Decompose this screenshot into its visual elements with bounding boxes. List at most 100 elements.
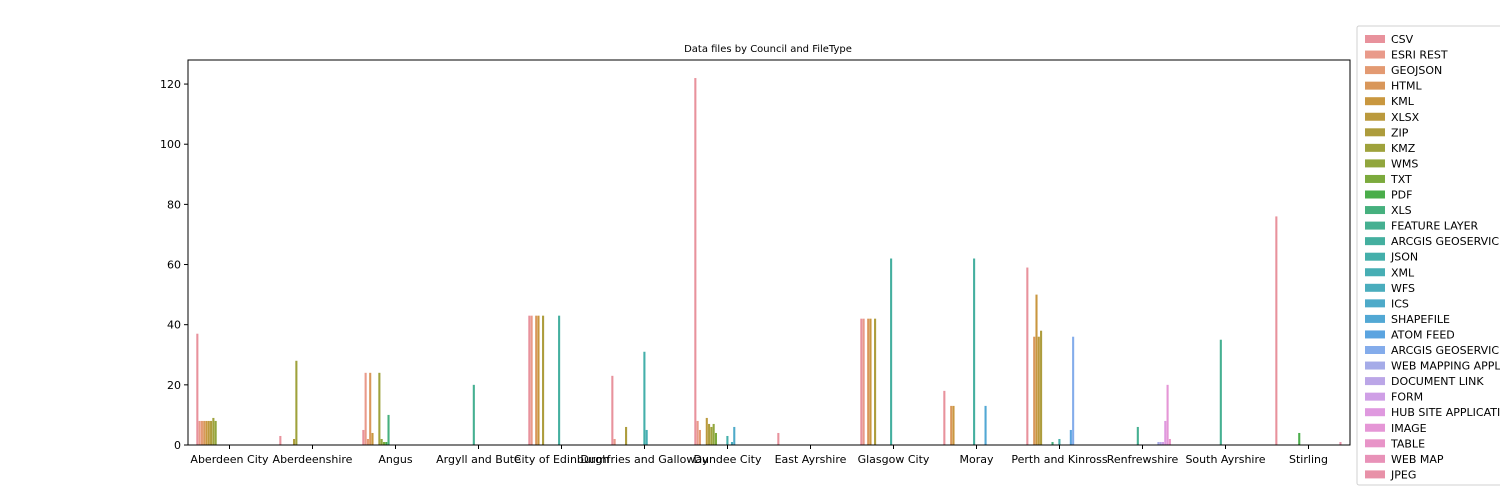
- x-tick-label: Stirling: [1289, 453, 1328, 466]
- bar: [210, 420, 213, 445]
- bar: [279, 435, 282, 445]
- x-tick-label: Dundee City: [694, 453, 762, 466]
- bar: [862, 318, 865, 445]
- bar: [705, 417, 708, 445]
- bar: [1033, 336, 1036, 445]
- bar: [984, 405, 987, 445]
- legend-swatch: [1365, 97, 1385, 106]
- legend-swatch: [1365, 408, 1385, 417]
- legend-swatch: [1365, 112, 1385, 121]
- bar: [611, 375, 614, 445]
- legend-swatch: [1365, 159, 1385, 168]
- legend-label: ATOM FEED: [1391, 328, 1455, 341]
- bar: [1058, 438, 1061, 445]
- bar: [708, 423, 711, 445]
- bar: [1219, 339, 1222, 445]
- bar: [874, 318, 877, 445]
- legend-label: SHAPEFILE: [1391, 313, 1450, 326]
- bar: [1035, 294, 1038, 445]
- bar: [295, 360, 298, 445]
- bar: [710, 426, 713, 445]
- legend-swatch: [1365, 454, 1385, 463]
- legend-label: WFS: [1391, 282, 1415, 295]
- legend-label: DOCUMENT LINK: [1391, 375, 1484, 388]
- legend-label: ARCGIS GEOSERVICES REST API: [1391, 344, 1500, 357]
- y-tick-label: 0: [174, 439, 181, 452]
- legend-label: XML: [1391, 266, 1415, 279]
- bar: [1298, 432, 1301, 445]
- y-tick-label: 80: [167, 198, 181, 211]
- legend-swatch: [1365, 174, 1385, 183]
- bar: [694, 78, 697, 445]
- bar: [1275, 216, 1278, 445]
- bar: [698, 429, 701, 445]
- bar: [1037, 336, 1040, 445]
- bars-group: [196, 78, 1342, 445]
- bar: [1136, 426, 1139, 445]
- y-tick-label: 40: [167, 319, 181, 332]
- legend-swatch: [1365, 392, 1385, 401]
- legend-frame: [1356, 25, 1500, 486]
- legend-swatch: [1365, 128, 1385, 137]
- legend-label: ESRI REST: [1391, 49, 1448, 62]
- legend-swatch: [1365, 206, 1385, 215]
- legend-swatch: [1365, 81, 1385, 90]
- bar: [867, 318, 870, 445]
- x-tick-label: Glasgow City: [858, 453, 930, 466]
- bar: [203, 420, 206, 445]
- bar: [943, 390, 946, 445]
- legend-swatch: [1365, 361, 1385, 370]
- bar: [364, 372, 367, 445]
- bar: [558, 315, 561, 445]
- legend-label: ICS: [1391, 297, 1409, 310]
- y-tick-label: 120: [160, 78, 181, 91]
- y-tick-label: 20: [167, 379, 181, 392]
- legend-swatch: [1365, 283, 1385, 292]
- legend-label: GEOJSON: [1391, 64, 1442, 77]
- x-tick-label: South Ayrshire: [1185, 453, 1265, 466]
- bar: [1026, 267, 1029, 445]
- bar: [643, 351, 646, 445]
- bar: [1159, 441, 1162, 445]
- legend-swatch: [1365, 221, 1385, 230]
- legend-swatch: [1365, 143, 1385, 152]
- bar: [293, 438, 296, 445]
- legend-label: PDF: [1391, 189, 1412, 202]
- bar: [777, 432, 780, 445]
- bar: [696, 420, 699, 445]
- legend-swatch: [1365, 439, 1385, 448]
- bar: [530, 315, 533, 445]
- legend-label: KML: [1391, 95, 1415, 108]
- bar: [1339, 441, 1342, 445]
- legend: CSV ESRI REST GEOJSON HTML KML XLSX ZIP KMZ WMS T…: [1356, 25, 1500, 486]
- bar: [362, 429, 365, 445]
- x-tick-label: Dumfries and Galloway: [580, 453, 709, 466]
- bar: [535, 315, 538, 445]
- bar: [472, 384, 475, 445]
- bar: [613, 438, 616, 445]
- x-axis: Aberdeen City Aberdeenshire Angus Argyll an…: [190, 445, 1328, 466]
- bar: [528, 315, 531, 445]
- bar: [1157, 441, 1160, 445]
- x-tick-label: City of Edinburgh: [514, 453, 609, 466]
- chart-title: Data files by Council and FileType: [684, 44, 852, 55]
- legend-swatch: [1365, 50, 1385, 59]
- legend-label: KMZ: [1391, 142, 1416, 155]
- legend-label: JPEG: [1390, 468, 1416, 481]
- legend-swatch: [1365, 470, 1385, 479]
- bar: [369, 372, 372, 445]
- legend-swatch: [1365, 377, 1385, 386]
- legend-label: HTML: [1391, 80, 1422, 93]
- bar: [860, 318, 863, 445]
- bar: [378, 372, 381, 445]
- x-tick-label: Perth and Kinross: [1011, 453, 1107, 466]
- bar: [733, 426, 736, 445]
- bar: [730, 441, 734, 445]
- bar: [869, 318, 872, 445]
- x-tick-label: Moray: [960, 453, 994, 466]
- legend-label: WEB MAPPING APPLICATION: [1391, 360, 1500, 373]
- legend-label: CSV: [1391, 33, 1414, 46]
- bar: [950, 405, 953, 445]
- bar: [726, 435, 729, 445]
- legend-swatch: [1365, 330, 1385, 339]
